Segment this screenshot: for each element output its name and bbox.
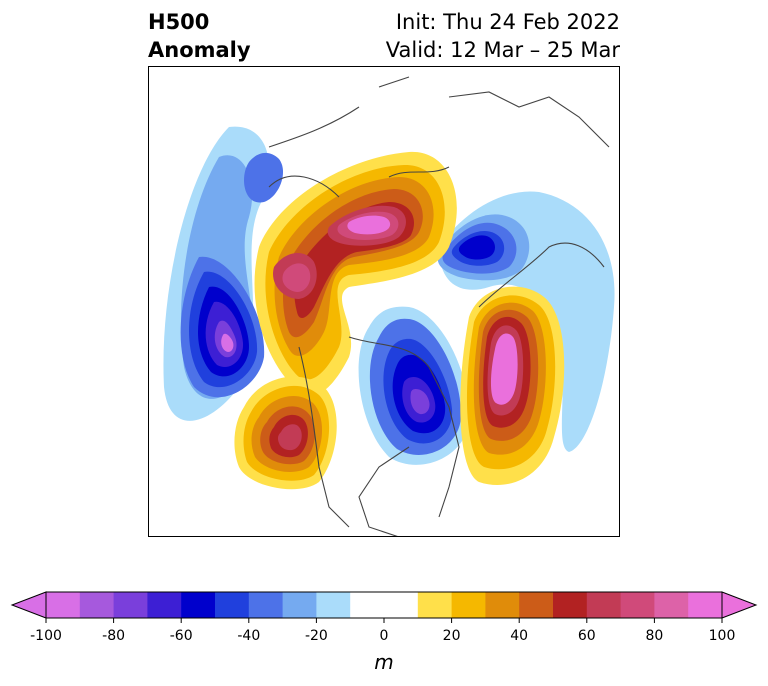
valid-range: Valid: 12 Mar – 25 Mar [385,38,620,62]
colorbar-extend-high [721,591,758,619]
anomaly-map-canvas [163,76,615,536]
colorbar-tick-label: -40 [237,628,261,644]
colorbar-bin [147,592,182,618]
colorbar-bin [384,592,419,618]
colorbar-bin [553,592,588,618]
anomaly-map [148,66,620,537]
colorbar-units: m [374,650,394,674]
colorbar-tick-label: 0 [379,628,389,644]
colorbar [10,591,758,623]
colorbar-bin [519,592,554,618]
trough-canada [358,306,469,465]
colorbar-bin [215,592,250,618]
colorbar-tick-label: 80 [645,628,664,644]
init-date: Init: Thu 24 Feb 2022 [395,10,620,34]
colorbar-tick-label: 40 [510,628,529,644]
title-line-2: Anomaly [148,38,251,62]
colorbar-tick-label: -80 [102,628,126,644]
colorbar-bin [282,592,317,618]
coastlines [268,76,610,536]
trough-europe [437,191,615,452]
colorbar-bin [350,592,385,618]
colorbar-bin [654,592,689,618]
colorbar-bin [181,592,216,618]
ridge-west-america [234,376,337,490]
colorbar-bin [248,592,284,618]
colorbar-tick-label: -100 [30,628,62,644]
colorbar-extend-low [10,591,47,619]
colorbar-bin [688,592,723,618]
ridge-atlantic [460,286,565,485]
colorbar-tick-label: 60 [577,628,596,644]
colorbar-tick-label: 20 [442,628,461,644]
trough-pacific [163,126,284,421]
colorbar-bin [46,592,81,618]
colorbar-tick-label: -20 [304,628,328,644]
colorbar-tick-label: 100 [708,628,736,644]
colorbar-bin [113,592,148,618]
colorbar-bin [79,592,115,618]
date-info: Init: Thu 24 Feb 2022 Valid: 12 Mar – 25… [386,8,620,64]
colorbar-bin [620,592,655,618]
colorbar-bin [417,592,453,618]
colorbar-bin [586,592,622,618]
colorbar-bin [485,592,520,618]
title-line-1: H500 [148,10,210,34]
colorbar-tick-label: -60 [169,628,193,644]
map-title: H500 Anomaly [148,8,251,64]
colorbar-bin [316,592,351,618]
ridge-arctic [254,151,457,397]
colorbar-bin [451,592,486,618]
